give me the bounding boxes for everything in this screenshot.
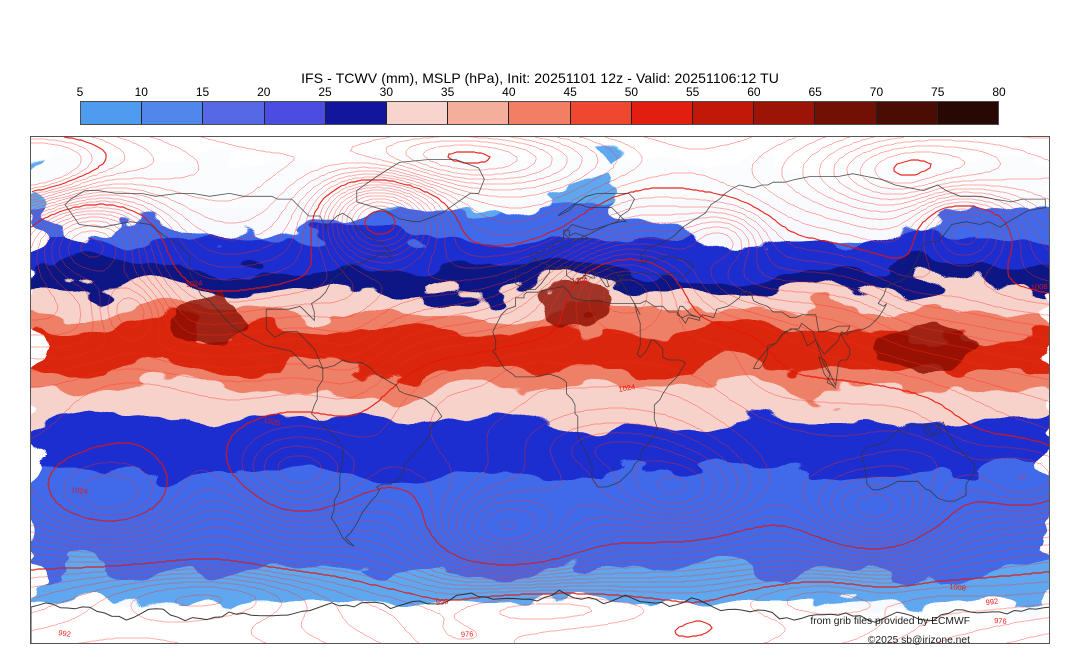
svg-text:1024: 1024 xyxy=(185,278,203,289)
svg-text:1008: 1008 xyxy=(949,582,967,593)
svg-text:976: 976 xyxy=(994,616,1007,626)
svg-text:976: 976 xyxy=(461,629,474,639)
svg-text:992: 992 xyxy=(985,597,999,607)
svg-text:1008: 1008 xyxy=(1031,282,1048,292)
